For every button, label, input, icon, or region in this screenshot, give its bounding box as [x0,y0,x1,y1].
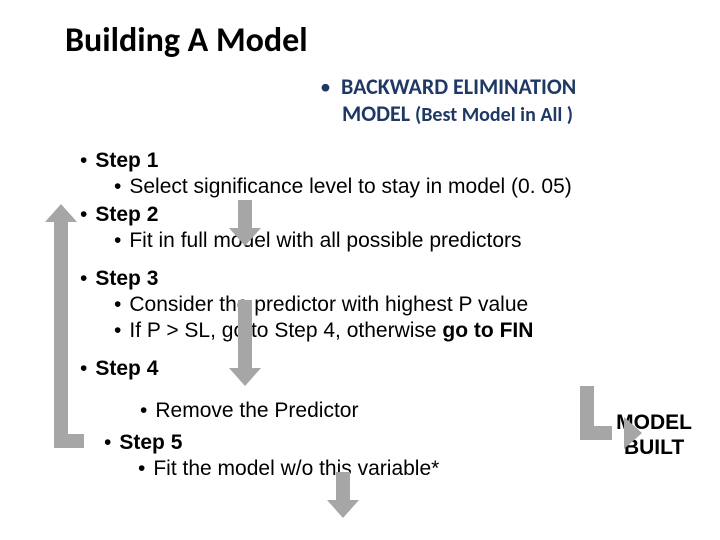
step-4-label: Step 4 [95,357,158,380]
step-1-head: •Step 1 [80,149,670,173]
step-4-head: •Step 4 [80,357,670,381]
slide: Building A Model •BACKWARD ELIMINATION M… [0,0,720,540]
step-3-head: •Step 3 [80,267,670,291]
step-3-sub2: •If P > SL, go to Step 4, otherwise go t… [114,319,670,343]
subtitle-text2a: MODEL [342,100,415,127]
subtitle-text1: BACKWARD ELIMINATION [341,73,576,100]
loop-arrow-icon [54,220,84,448]
subtitle-line2: MODEL (Best Model in All ) [342,100,670,127]
step-1-sub: •Select significance level to stay in mo… [114,175,670,199]
page-title: Building A Model [65,20,670,61]
step-4-sub-text: Remove the Predictor [155,399,358,422]
step-3-sub2a-text: If P > SL, go to Step 4, otherwise [129,319,442,342]
step-2-label: Step 2 [95,203,158,226]
arrow-to-built-icon [580,386,626,440]
step-5-sub-text: Fit the model w/o this variable* [153,457,439,480]
arrow-down-icon [238,200,252,230]
step-3-label: Step 3 [95,267,158,290]
subtitle: •BACKWARD ELIMINATION MODEL (Best Model … [320,73,670,127]
step-2-head: •Step 2 [80,203,670,227]
step-1-sub-text: Select significance level to stay in mod… [129,175,571,198]
subtitle-text2b: (Best Model in All ) [415,103,573,127]
subtitle-line1: •BACKWARD ELIMINATION [320,73,670,100]
step-2-sub-text: Fit in full model with all possible pred… [129,229,521,252]
step-1-label: Step 1 [95,149,158,172]
arrow-down-icon [238,300,252,370]
step-2-sub: •Fit in full model with all possible pre… [114,229,670,253]
step-5-label: Step 5 [119,431,182,454]
step-3-sub1: •Consider the predictor with highest P v… [114,293,670,317]
step-3-sub2b-text: go to FIN [442,319,533,342]
step-3-sub1-text: Consider the predictor with highest P va… [129,293,528,316]
step-5-sub: •Fit the model w/o this variable* [138,457,670,481]
arrow-down-icon [336,472,350,502]
